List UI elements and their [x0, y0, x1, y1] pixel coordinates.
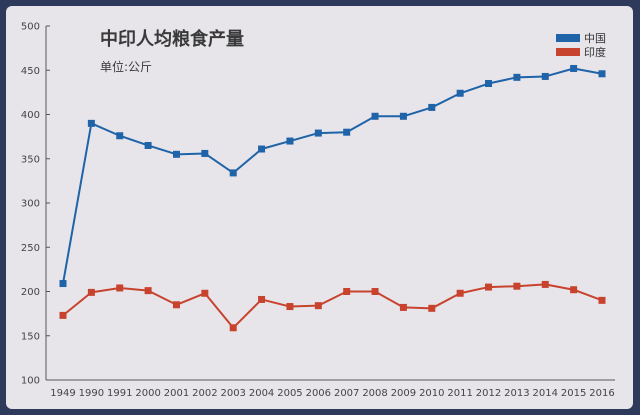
series-markers [59, 64, 606, 332]
data-point-0 [485, 80, 493, 88]
data-point-1 [371, 288, 379, 295]
data-point-0 [87, 119, 95, 127]
legend: 中国 印度 [556, 32, 606, 59]
legend-label-india: 印度 [584, 45, 606, 59]
x-tick-label: 2001 [164, 388, 189, 399]
data-point-0 [428, 103, 436, 111]
data-point-0 [343, 128, 351, 136]
x-tick-label: 2012 [476, 388, 501, 399]
data-point-0 [116, 132, 124, 140]
data-point-0 [229, 169, 237, 177]
x-tick-label: 2011 [447, 388, 472, 399]
y-tick-label: 500 [21, 22, 40, 33]
data-point-0 [59, 280, 67, 288]
y-tick-labels: 100 150 200 250 300 350 400 450 500 [21, 22, 50, 387]
x-tick-label: 2004 [249, 388, 274, 399]
x-tick-label: 2009 [391, 388, 416, 399]
data-point-1 [399, 303, 407, 311]
y-tick-label: 150 [21, 331, 40, 342]
y-tick-label: 100 [21, 376, 40, 387]
y-tick-label: 450 [21, 66, 40, 77]
data-point-1 [172, 301, 180, 309]
data-point-1 [541, 280, 549, 288]
x-tick-label: 2006 [306, 388, 331, 399]
x-tick-label: 2010 [419, 388, 444, 399]
data-point-1 [144, 287, 152, 295]
series-line-1 [62, 283, 603, 329]
chart-card [6, 6, 633, 409]
x-tick-label: 1949 [50, 388, 75, 399]
data-point-1 [428, 304, 436, 312]
data-point-1 [598, 296, 606, 304]
series-line-0 [62, 67, 603, 284]
y-tick-label: 250 [21, 243, 40, 254]
legend-swatch-india [556, 48, 580, 56]
data-point-0 [172, 150, 180, 158]
y-tick-label: 200 [21, 287, 40, 298]
x-tick-label: 2013 [504, 388, 529, 399]
data-point-1 [456, 289, 464, 297]
data-point-0 [314, 129, 322, 137]
data-point-1 [314, 302, 322, 310]
x-tick-label: 2014 [533, 388, 558, 399]
y-tick-label: 350 [21, 154, 40, 165]
x-tick-label: 2002 [192, 388, 217, 399]
data-point-1 [87, 288, 95, 296]
x-tick-label: 2015 [561, 388, 586, 399]
data-point-0 [456, 89, 464, 97]
data-point-0 [513, 73, 521, 81]
data-point-1 [116, 284, 124, 292]
chart-subtitle: 单位:公斤 [100, 59, 152, 74]
data-point-0 [286, 137, 294, 145]
x-tick-label: 1991 [107, 388, 132, 399]
y-tick-label: 400 [21, 110, 40, 121]
data-point-0 [201, 149, 209, 157]
x-tick-label: 2005 [277, 388, 302, 399]
data-point-1 [59, 311, 67, 319]
x-tick-label: 2016 [589, 388, 614, 399]
y-tick-label: 300 [21, 199, 40, 210]
data-point-1 [485, 283, 493, 291]
x-tick-label: 1990 [79, 388, 104, 399]
legend-label-china: 中国 [584, 32, 606, 45]
data-point-0 [598, 70, 606, 78]
data-point-0 [399, 112, 407, 120]
x-tick-labels: 1949 1990 1991 2000 2001 2002 2003 2004 2005 2006… [50, 388, 614, 399]
data-point-1 [286, 303, 294, 311]
data-point-1 [201, 289, 209, 297]
x-tick-label: 2003 [220, 388, 245, 399]
data-point-1 [343, 288, 351, 295]
data-point-1 [258, 295, 266, 303]
x-tick-label: 2007 [334, 388, 359, 399]
x-tick-label: 2008 [362, 388, 387, 399]
data-point-1 [513, 282, 521, 290]
data-point-1 [570, 286, 578, 294]
data-point-0 [258, 145, 266, 153]
data-point-0 [371, 112, 379, 120]
series-lines [62, 67, 603, 329]
data-point-0 [570, 64, 578, 72]
legend-swatch-china [556, 34, 580, 42]
data-point-1 [229, 324, 237, 332]
data-point-0 [144, 141, 152, 149]
x-tick-label: 2000 [135, 388, 160, 399]
chart-title: 中印人均粮食产量 [100, 28, 244, 50]
data-point-0 [541, 72, 549, 80]
